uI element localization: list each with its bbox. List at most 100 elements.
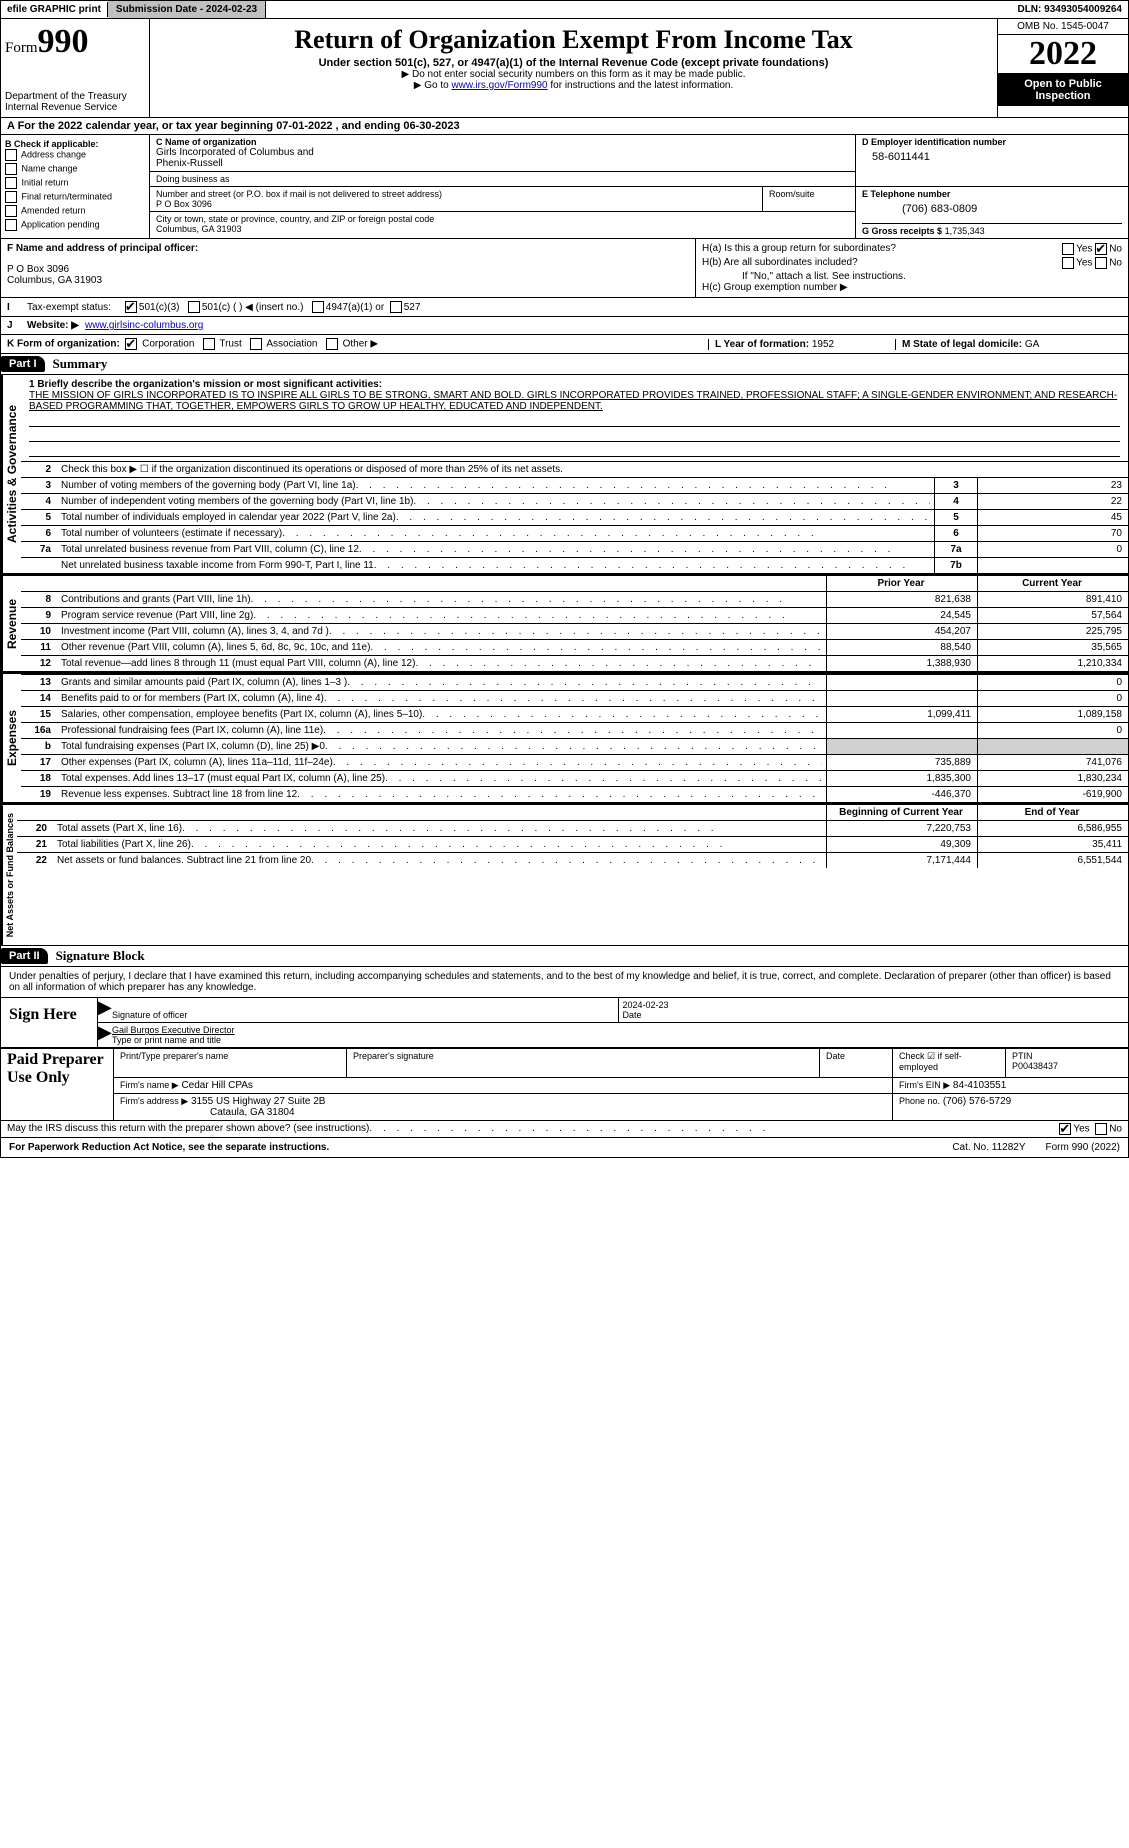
org-name-2: Phenix-Russell — [156, 158, 849, 169]
officer-addr-2: Columbus, GA 31903 — [7, 275, 689, 286]
principal-officer-cell: F Name and address of principal officer:… — [1, 239, 696, 297]
application-pending-checkbox[interactable] — [5, 219, 17, 231]
part-ii-header-row: Part II Signature Block — [0, 946, 1129, 967]
amended-return-checkbox[interactable] — [5, 205, 17, 217]
line-desc: Total fundraising expenses (Part IX, col… — [61, 741, 325, 752]
city-cell: City or town, state or province, country… — [150, 212, 855, 236]
line-desc: Number of independent voting members of … — [61, 496, 413, 507]
trust-label: Trust — [219, 339, 241, 350]
gross-label: G Gross receipts $ — [862, 226, 942, 236]
street-label: Number and street (or P.O. box if mail i… — [156, 189, 756, 199]
tax-year: 2022 — [998, 35, 1128, 74]
line-desc: Grants and similar amounts paid (Part IX… — [61, 677, 347, 688]
line-desc: Total number of individuals employed in … — [61, 512, 396, 523]
form-id-block: Form990 Department of the Treasury Inter… — [1, 19, 150, 117]
efile-label: efile GRAPHIC print — [1, 2, 108, 17]
net-assets-table: Beginning of Current YearEnd of Year 20T… — [17, 805, 1128, 868]
prior-value: 821,638 — [827, 592, 978, 608]
part-ii-badge: Part II — [1, 948, 48, 964]
line-desc: Professional fundraising fees (Part IX, … — [61, 725, 323, 736]
calendar-year-row: A For the 2022 calendar year, or tax yea… — [0, 118, 1129, 135]
527-checkbox[interactable] — [390, 301, 402, 313]
assoc-checkbox[interactable] — [250, 338, 262, 350]
line-box: 7a — [935, 542, 978, 558]
gross-value: 1,735,343 — [945, 226, 985, 236]
org-name-label: C Name of organization — [156, 137, 849, 147]
4947-label: 4947(a)(1) or — [326, 302, 384, 313]
line-desc: Total revenue—add lines 8 through 11 (mu… — [61, 658, 415, 669]
name-change-checkbox[interactable] — [5, 163, 17, 175]
hb-no-checkbox[interactable] — [1095, 257, 1107, 269]
prior-value — [827, 739, 978, 755]
trust-checkbox[interactable] — [203, 338, 215, 350]
phone-label: E Telephone number — [862, 189, 1122, 199]
final-return-checkbox[interactable] — [5, 191, 17, 203]
current-value: 0 — [978, 675, 1129, 691]
street-value: P O Box 3096 — [156, 199, 756, 209]
hb-yes-checkbox[interactable] — [1062, 257, 1074, 269]
current-value: -619,900 — [978, 787, 1129, 803]
4947-checkbox[interactable] — [312, 301, 324, 313]
governance-tab: Activities & Governance — [1, 375, 21, 573]
room-label: Room/suite — [763, 187, 855, 211]
net-assets-tab: Net Assets or Fund Balances — [1, 805, 17, 945]
501c-checkbox[interactable] — [188, 301, 200, 313]
prior-value: 49,309 — [827, 837, 978, 853]
current-value: 741,076 — [978, 755, 1129, 771]
expenses-table: 13Grants and similar amounts paid (Part … — [21, 674, 1128, 802]
line-value: 22 — [978, 494, 1129, 510]
ha-no-checkbox[interactable] — [1095, 243, 1107, 255]
501c3-checkbox[interactable] — [125, 301, 137, 313]
discuss-no-checkbox[interactable] — [1095, 1123, 1107, 1135]
address-block: Number and street (or P.O. box if mail i… — [150, 187, 856, 238]
domicile-value: GA — [1025, 339, 1039, 350]
current-value: 35,565 — [978, 640, 1129, 656]
print-name-label: Print/Type preparer's name — [120, 1051, 340, 1061]
submission-date-button[interactable]: Submission Date - 2024-02-23 — [108, 1, 266, 18]
prior-value — [827, 723, 978, 739]
current-value: 1,210,334 — [978, 656, 1129, 672]
sign-here-label: Sign Here — [1, 998, 98, 1047]
form-org-row: K Form of organization: Corporation Trus… — [0, 335, 1129, 354]
preparer-sig-label: Preparer's signature — [353, 1051, 813, 1061]
part-i-header-row: Part I Summary — [0, 354, 1129, 375]
prior-value — [827, 675, 978, 691]
line-box: 7b — [935, 558, 978, 574]
revenue-section: Revenue Prior YearCurrent Year 8Contribu… — [0, 574, 1129, 672]
address-change-checkbox[interactable] — [5, 149, 17, 161]
signature-date-label: Date — [623, 1010, 1125, 1020]
current-value: 0 — [978, 723, 1129, 739]
instructions-link[interactable]: www.irs.gov/Form990 — [451, 80, 547, 91]
ssn-note: ▶ Do not enter social security numbers o… — [154, 69, 993, 80]
line-desc: Net unrelated business taxable income fr… — [61, 560, 374, 571]
group-return-cell: H(a) Is this a group return for subordin… — [696, 239, 1128, 297]
address-change-label: Address change — [21, 149, 86, 159]
omb-number: OMB No. 1545-0047 — [998, 19, 1128, 35]
current-value: 0 — [978, 691, 1129, 707]
amended-return-label: Amended return — [21, 205, 86, 215]
hb-label: H(b) Are all subordinates included? — [702, 257, 1062, 269]
dept-label: Department of the Treasury — [5, 91, 145, 102]
mission-question: 1 Briefly describe the organization's mi… — [29, 379, 1120, 390]
form-footer-label: Form 990 (2022) — [1046, 1142, 1120, 1153]
other-checkbox[interactable] — [326, 338, 338, 350]
website-label: Website: ▶ — [27, 320, 79, 331]
footer: For Paperwork Reduction Act Notice, see … — [0, 1138, 1129, 1158]
prior-value: 454,207 — [827, 624, 978, 640]
line-desc: Contributions and grants (Part VIII, lin… — [61, 594, 251, 605]
line-desc: Total unrelated business revenue from Pa… — [61, 544, 359, 555]
line-desc: Program service revenue (Part VIII, line… — [61, 610, 253, 621]
prior-value: -446,370 — [827, 787, 978, 803]
prior-value: 1,388,930 — [827, 656, 978, 672]
self-employed-label: Check ☑ if self-employed — [893, 1049, 1006, 1078]
website-link[interactable]: www.girlsinc-columbus.org — [85, 320, 203, 331]
blank-line — [29, 427, 1120, 442]
initial-return-checkbox[interactable] — [5, 177, 17, 189]
ha-yes-checkbox[interactable] — [1062, 243, 1074, 255]
cat-number: Cat. No. 11282Y — [932, 1142, 1045, 1153]
net-assets-section: Net Assets or Fund Balances Beginning of… — [0, 803, 1129, 946]
line-desc: Total assets (Part X, line 16) — [57, 823, 182, 834]
corp-checkbox[interactable] — [125, 338, 137, 350]
prior-value: 1,835,300 — [827, 771, 978, 787]
discuss-yes-checkbox[interactable] — [1059, 1123, 1071, 1135]
